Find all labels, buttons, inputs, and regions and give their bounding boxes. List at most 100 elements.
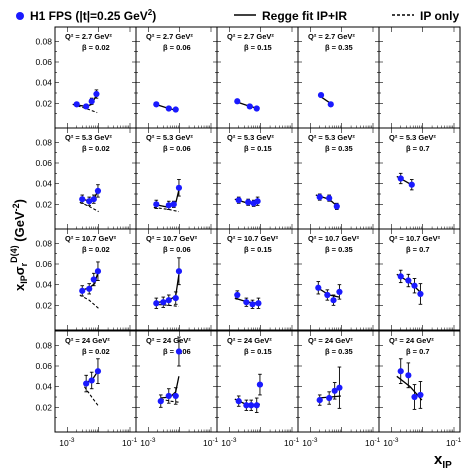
panel-14: Q² = 10.7 GeV² β = 0.35 <box>297 228 380 331</box>
y-tick-label: 0.02 <box>35 98 52 108</box>
data-point <box>253 105 260 112</box>
panel-beta-label: β = 0.15 <box>244 144 272 153</box>
panel-beta-label: β = 0.35 <box>325 144 353 153</box>
panel-q2-label: Q² = 5.3 GeV² <box>146 133 193 142</box>
data-point <box>417 290 424 298</box>
panel-q2-label: Q² = 10.7 GeV² <box>146 234 198 243</box>
data-point <box>326 195 333 202</box>
y-tick-label: 0.06 <box>35 158 52 168</box>
y-tick-label: 0.08 <box>35 137 52 147</box>
data-point <box>94 268 102 275</box>
data-point <box>256 381 264 388</box>
panel-10: Q² = 5.3 GeV² β = 0.7 <box>378 127 461 230</box>
data-point <box>327 101 334 108</box>
data-point <box>94 368 102 375</box>
panel-beta-label: β = 0.02 <box>82 144 110 153</box>
panel-q2-label: Q² = 2.7 GeV² <box>65 32 112 41</box>
panel-q2-label: Q² = 5.3 GeV² <box>308 133 355 142</box>
panel-8: Q² = 5.3 GeV² β = 0.15 <box>216 127 299 230</box>
data-point <box>397 273 404 280</box>
data-point <box>165 297 172 304</box>
legend: H1 FPS (|t|=0.25 GeV2) Regge fit IP+IR I… <box>16 8 459 23</box>
data-point <box>93 90 100 98</box>
panel-3: Q² = 2.7 GeV² β = 0.15 <box>216 26 299 129</box>
x-tick-label: 10-1 <box>203 437 219 448</box>
y-tick-label: 0.06 <box>35 259 52 269</box>
panel-beta-label: β = 0.15 <box>244 43 272 52</box>
panel-q2-label: Q² = 2.7 GeV² <box>227 32 274 41</box>
data-point <box>249 301 256 308</box>
panel-11: Q² = 10.7 GeV² β = 0.02 <box>54 228 137 331</box>
panel-beta-label: β = 0.35 <box>325 347 353 356</box>
data-point <box>79 196 86 203</box>
panel-q2-label: Q² = 5.3 GeV² <box>227 133 274 142</box>
y-tick-label: 0.06 <box>35 57 52 67</box>
panel-q2-label: Q² = 24 GeV² <box>146 336 191 345</box>
data-point <box>316 397 323 404</box>
x-tick-labels: 10-3 10-1 10-3 10-1 10-3 10-1 10-3 10-1 10-3 10-1 <box>59 437 461 448</box>
panel-beta-label: β = 0.7 <box>406 347 430 356</box>
data-point <box>411 393 418 401</box>
y-tick-label: 0.04 <box>35 280 52 290</box>
panel-beta-label: β = 0.15 <box>244 245 272 254</box>
data-point <box>234 98 241 105</box>
data-point <box>411 282 418 289</box>
panel-beta-label: β = 0.35 <box>325 245 353 254</box>
panel-q2-label: Q² = 10.7 GeV² <box>227 234 279 243</box>
data-point <box>175 348 183 355</box>
panel-grid: Q² = 2.7 GeV² β = 0.02 Q² = 2.7 GeV² β = 0.… <box>54 26 461 433</box>
data-point <box>255 300 262 307</box>
x-tick-label: 10-3 <box>59 437 75 448</box>
panel-beta-label: β = 0.7 <box>406 245 430 254</box>
data-point <box>245 199 252 206</box>
panel-4: Q² = 2.7 GeV² β = 0.35 <box>297 26 380 129</box>
data-point <box>157 398 164 405</box>
data-point <box>172 295 179 302</box>
panel-q2-label: Q² = 10.7 GeV² <box>389 234 441 243</box>
y-tick-label: 0.04 <box>35 382 52 392</box>
data-point <box>243 402 250 409</box>
panel-q2-label: Q² = 5.3 GeV² <box>389 133 436 142</box>
data-point <box>172 392 179 400</box>
data-point <box>172 106 179 113</box>
data-point <box>83 103 90 110</box>
data-point <box>243 299 250 306</box>
panel-beta-label: β = 0.06 <box>163 245 191 254</box>
legend-data-label: H1 FPS (|t|=0.25 GeV2) <box>30 8 156 23</box>
data-point <box>336 384 343 391</box>
x-tick-label: 10-1 <box>122 437 138 448</box>
panel-20: Q² = 24 GeV² β = 0.7 <box>378 330 461 433</box>
panel-beta-label: β = 0.02 <box>82 245 110 254</box>
data-point <box>153 101 160 108</box>
x-axis-title: xIP <box>434 451 452 471</box>
data-point <box>73 101 80 108</box>
data-point <box>405 277 412 284</box>
panel-q2-label: Q² = 2.7 GeV² <box>146 32 193 41</box>
panel-q2-label: Q² = 5.3 GeV² <box>65 133 112 142</box>
panel-1: Q² = 2.7 GeV² β = 0.02 <box>54 26 137 129</box>
data-point <box>153 300 160 307</box>
y-tick-label: 0.02 <box>35 402 52 412</box>
data-point <box>405 372 412 379</box>
data-point <box>248 402 255 409</box>
data-point <box>417 391 424 399</box>
data-point <box>175 268 183 275</box>
data-point <box>331 387 338 394</box>
panel-q2-label: Q² = 24 GeV² <box>389 336 434 345</box>
y-tick-label: 0.06 <box>35 361 52 371</box>
y-tick-label: 0.04 <box>35 179 52 189</box>
y-axis-title: xIPσrD(4) (GeV-2) <box>9 199 29 291</box>
panel-18: Q² = 24 GeV² β = 0.15 <box>216 330 299 433</box>
panel-beta-label: β = 0.15 <box>244 347 272 356</box>
data-point <box>165 392 172 400</box>
data-point <box>235 197 242 204</box>
data-point <box>324 291 331 299</box>
data-point <box>153 201 160 208</box>
y-tick-labels: 0.02 0.04 0.06 0.08 0.02 0.04 0.06 0.08 0.02 0.04… <box>35 36 52 412</box>
y-tick-label: 0.02 <box>35 199 52 209</box>
ip-only-line <box>83 386 99 406</box>
x-tick-label: 10-1 <box>284 437 300 448</box>
y-tick-label: 0.04 <box>35 78 52 88</box>
